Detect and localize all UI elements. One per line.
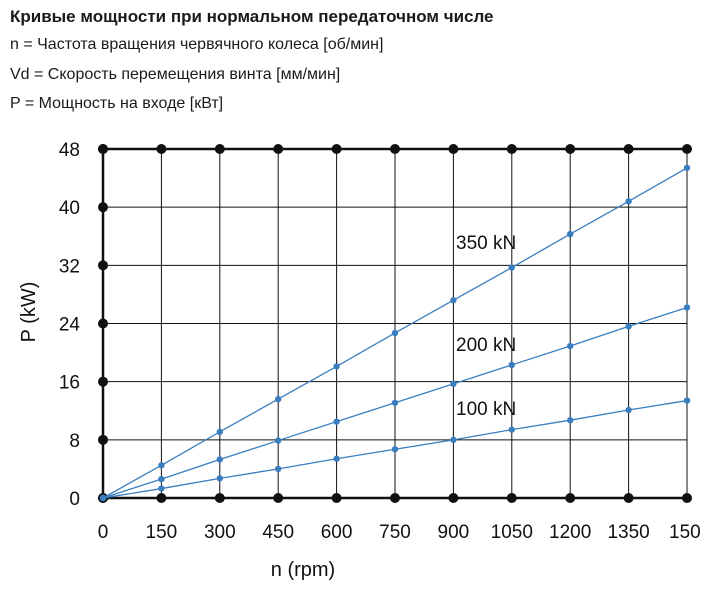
top-border-tick-dot bbox=[682, 144, 692, 154]
series-point bbox=[450, 380, 457, 388]
x-axis-tick-dot bbox=[506, 493, 517, 503]
series-label: 200 kN bbox=[456, 335, 516, 356]
series-point bbox=[99, 494, 107, 502]
x-tick-label: 600 bbox=[321, 522, 353, 543]
series-label: 350 kN bbox=[456, 233, 516, 254]
series-point bbox=[567, 342, 574, 350]
y-tick-label: 8 bbox=[69, 431, 80, 452]
series-point bbox=[683, 164, 691, 172]
x-tick-label: 150 bbox=[669, 522, 701, 543]
series-point bbox=[158, 485, 165, 492]
y-tick-label: 16 bbox=[59, 373, 80, 394]
series-point bbox=[333, 418, 340, 425]
top-border-tick-dot bbox=[623, 144, 634, 154]
top-border-tick-dot bbox=[448, 144, 459, 154]
y-tick-label: 40 bbox=[59, 198, 80, 219]
legend-line-vd: Vd = Скорость перемещения винта [мм/мин] bbox=[10, 65, 341, 83]
x-tick-label: 150 bbox=[146, 522, 178, 543]
series-point bbox=[158, 462, 165, 469]
series-point bbox=[450, 297, 457, 304]
chart-title: Кривые мощности при нормальном передаточ… bbox=[10, 7, 494, 26]
top-border-tick-dot bbox=[390, 144, 400, 154]
y-axis-tick-dot bbox=[98, 202, 108, 213]
x-tick-label: 450 bbox=[262, 522, 294, 543]
x-tick-label: 1050 bbox=[491, 522, 533, 543]
x-tick-label: 1350 bbox=[607, 522, 649, 543]
legend-line-p: P = Мощность на входе [кВт] bbox=[10, 95, 224, 112]
series-point bbox=[275, 465, 282, 473]
y-tick-label: 32 bbox=[59, 256, 80, 277]
top-border-tick-dot bbox=[506, 144, 517, 154]
series-point bbox=[625, 198, 632, 205]
x-axis-tick-dot bbox=[273, 493, 284, 503]
y-tick-label: 48 bbox=[59, 140, 80, 161]
x-axis-tick-dot bbox=[214, 493, 225, 503]
y-tick-label: 24 bbox=[59, 315, 81, 336]
top-border-tick-dot bbox=[214, 144, 225, 154]
top-border-tick-dot bbox=[331, 144, 342, 154]
y-axis-tick-dot bbox=[98, 434, 108, 445]
y-axis-tick-dot bbox=[98, 144, 108, 154]
x-tick-label: 1200 bbox=[549, 522, 591, 543]
y-axis-tick-dot bbox=[98, 318, 108, 329]
series-point bbox=[567, 230, 574, 238]
x-axis-tick-dot bbox=[682, 493, 692, 503]
x-axis-tick-dot bbox=[623, 493, 634, 503]
series-point bbox=[158, 475, 165, 483]
series-point bbox=[333, 455, 340, 462]
x-tick-label: 0 bbox=[98, 522, 109, 543]
series-point bbox=[508, 426, 515, 433]
y-axis-tick-dot bbox=[98, 376, 108, 387]
series-point bbox=[683, 397, 691, 404]
series-point bbox=[216, 475, 223, 482]
x-axis-tick-dot bbox=[156, 493, 167, 503]
x-axis-tick-dot bbox=[565, 493, 576, 503]
y-axis-label: P (kW) bbox=[18, 282, 40, 343]
series-point bbox=[625, 323, 632, 330]
series-point bbox=[216, 428, 223, 436]
x-axis-tick-dot bbox=[390, 493, 400, 503]
x-tick-label: 750 bbox=[379, 522, 411, 543]
series-point bbox=[391, 399, 399, 406]
y-tick-label: 0 bbox=[69, 489, 80, 510]
top-border-tick-dot bbox=[273, 144, 284, 154]
chart-header: Кривые мощности при нормальном передаточ… bbox=[10, 4, 710, 119]
series-point bbox=[391, 446, 399, 453]
x-axis-tick-dot bbox=[331, 493, 342, 503]
series-point bbox=[683, 304, 691, 311]
series-point bbox=[391, 329, 399, 337]
top-border-tick-dot bbox=[565, 144, 576, 154]
series-point bbox=[567, 417, 574, 424]
series-point bbox=[275, 395, 282, 403]
x-axis-label: n (rpm) bbox=[271, 559, 335, 581]
x-axis-tick-dot bbox=[448, 493, 459, 503]
top-border-tick-dot bbox=[156, 144, 167, 154]
x-tick-label: 300 bbox=[204, 522, 236, 543]
series-point bbox=[450, 436, 457, 444]
series-point bbox=[275, 437, 282, 444]
series-point bbox=[333, 363, 340, 370]
legend-line-n: n = Частота вращения червячного колеса [… bbox=[10, 36, 384, 53]
series-point bbox=[508, 264, 515, 271]
series-label: 100 kN bbox=[456, 399, 516, 420]
y-axis-tick-dot bbox=[98, 260, 108, 271]
series-point bbox=[625, 406, 632, 414]
x-tick-label: 900 bbox=[438, 522, 470, 543]
series-point bbox=[508, 361, 515, 369]
series-point bbox=[216, 456, 223, 463]
